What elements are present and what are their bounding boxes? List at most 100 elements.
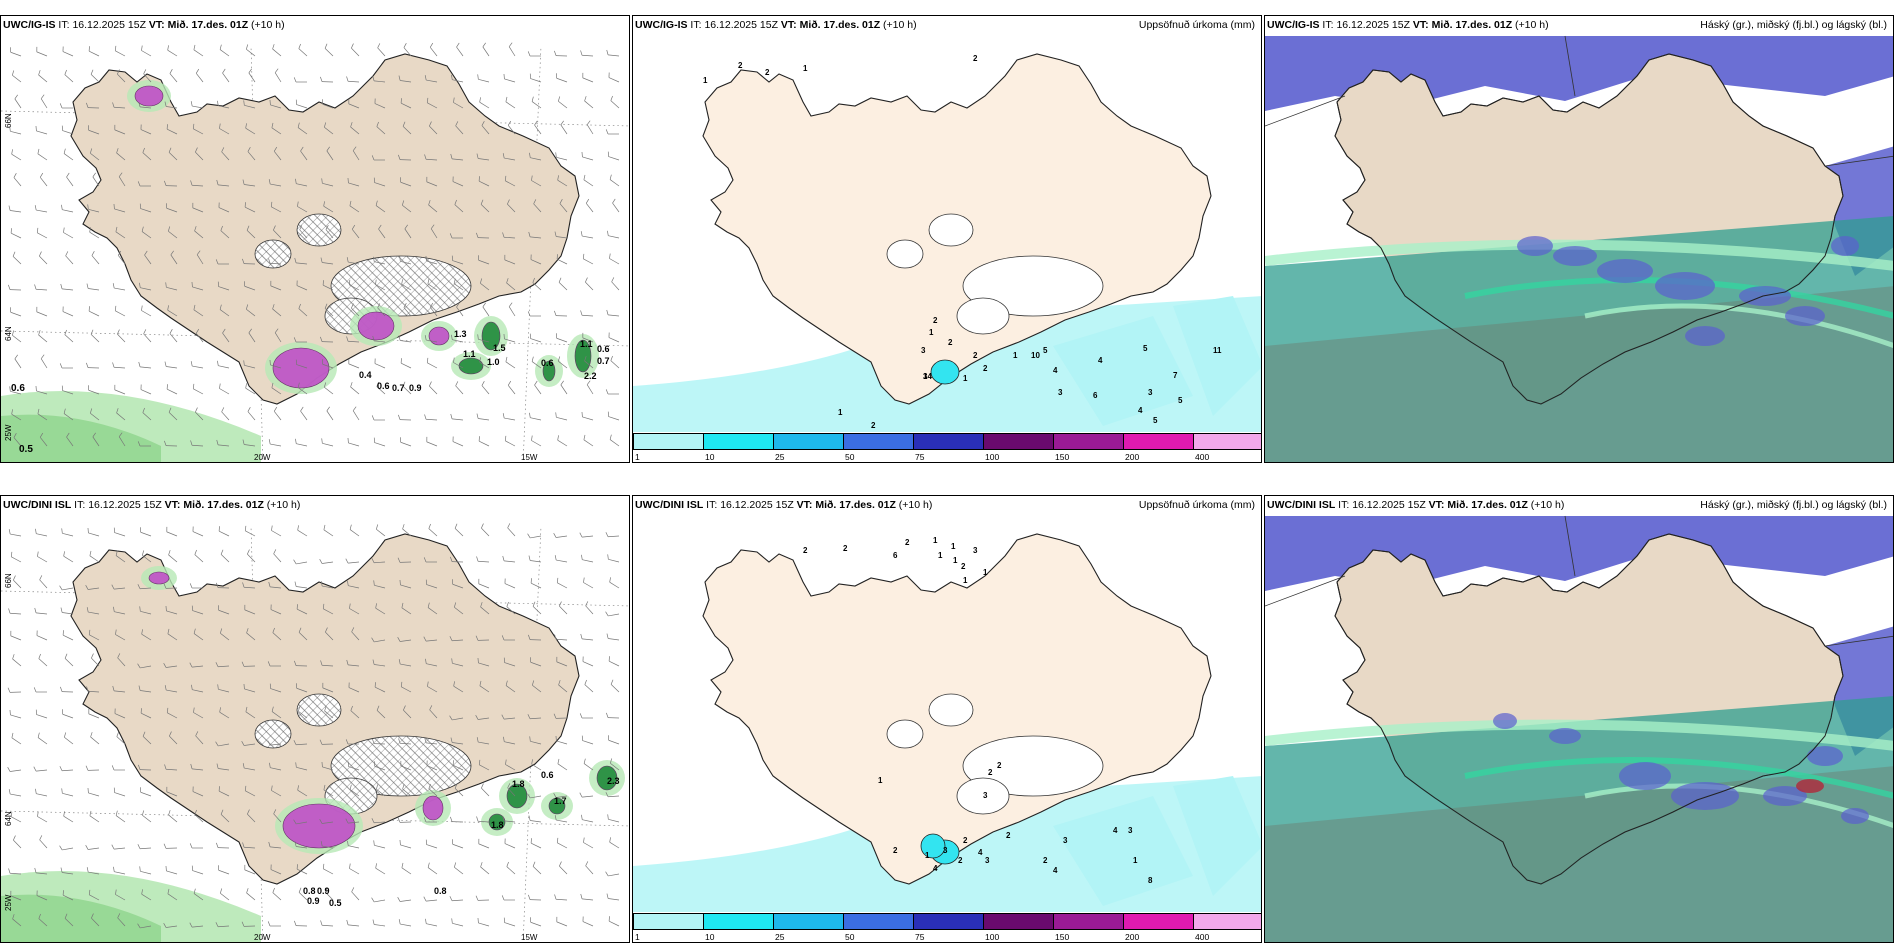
wind-barb-flag — [143, 69, 147, 74]
wind-barb-flag — [190, 361, 193, 367]
wind-barb — [374, 261, 386, 265]
wind-barb-flag — [246, 225, 250, 231]
wind-barb — [478, 259, 490, 265]
wind-barb — [610, 762, 620, 771]
wind-barb-flag — [352, 406, 357, 411]
lon-label: 20W — [254, 453, 271, 462]
wind-barb-flag — [169, 329, 173, 334]
wind-barb-flag — [7, 687, 11, 693]
wind-barb-flag — [605, 792, 609, 797]
wind-barb-flag — [372, 659, 375, 665]
wind-barb-flag — [40, 354, 45, 359]
wind-barb — [166, 106, 178, 109]
wind-barb-flag — [580, 310, 583, 316]
wind-barb — [273, 813, 282, 823]
wind-barb-flag — [11, 149, 13, 155]
wind-barb — [62, 769, 74, 772]
wind-barb-flag — [450, 737, 453, 743]
accum-value-label: 2 — [871, 421, 876, 430]
legend-tick-label: 200 — [1125, 452, 1140, 462]
wind-barb — [558, 360, 568, 369]
wind-barb — [39, 255, 48, 265]
wind-barb — [300, 410, 308, 421]
wind-barb — [426, 441, 438, 447]
wind-barb — [64, 736, 74, 745]
wind-barb-flag — [137, 663, 141, 669]
wind-barb-flag — [579, 713, 583, 719]
wind-barb-flag — [501, 635, 505, 641]
wind-barb — [62, 894, 74, 901]
wind-barb — [297, 789, 308, 797]
precip-cell — [357, 311, 395, 341]
precip-cell — [506, 783, 528, 809]
wind-barb — [13, 437, 22, 447]
wind-barb-flag — [164, 180, 167, 186]
wind-barb-flag — [86, 867, 89, 873]
wind-barb-flag — [11, 70, 15, 76]
wind-barb — [582, 638, 594, 641]
wind-barb-flag — [580, 893, 583, 899]
wind-barb-flag — [449, 896, 453, 901]
wind-barb-flag — [245, 123, 247, 129]
wind-barb-flag — [397, 896, 401, 902]
wind-barb-flag — [403, 43, 407, 48]
wind-barb-flag — [554, 310, 557, 316]
wind-barb — [403, 709, 412, 719]
wind-barb — [557, 179, 568, 187]
wind-barb — [426, 639, 438, 642]
wind-barb — [88, 208, 100, 213]
wind-barb-flag — [611, 277, 615, 282]
wind-barb-flag — [242, 582, 245, 588]
wind-barb-flag — [504, 175, 507, 181]
legend-swatch — [843, 433, 914, 450]
wind-barb-flag — [194, 809, 197, 815]
legend-tick-label: 100 — [985, 452, 1000, 462]
wind-barb — [220, 892, 230, 901]
wind-barb-flag — [64, 653, 68, 659]
wind-barb — [583, 763, 594, 771]
wind-barb — [322, 363, 334, 369]
wind-barb-flag — [8, 789, 11, 795]
wind-barb — [247, 151, 256, 161]
wind-barb-flag — [13, 575, 16, 581]
wind-barb-flag — [164, 361, 167, 367]
wind-barb — [609, 439, 620, 447]
wind-barb-flag — [326, 406, 330, 412]
wind-barb-flag — [243, 360, 245, 366]
wind-barb — [427, 686, 438, 693]
wind-barb — [272, 308, 282, 317]
wind-barb — [167, 309, 178, 317]
wind-barb — [114, 792, 126, 797]
wind-barb — [351, 229, 360, 239]
wind-barb — [348, 664, 360, 667]
wind-barb — [270, 285, 282, 291]
wind-barb-flag — [427, 681, 429, 687]
wind-barb — [219, 711, 230, 719]
wind-barb-flag — [242, 842, 245, 848]
high-cloud-band — [1265, 696, 1893, 942]
wind-barb — [142, 412, 152, 421]
wind-barb — [426, 584, 438, 589]
wind-barb — [218, 743, 230, 747]
wind-barb — [400, 102, 412, 109]
wind-barb-flag — [39, 251, 42, 257]
wind-barb — [140, 870, 152, 875]
wind-barb — [478, 717, 490, 720]
legend-swatch — [703, 433, 774, 450]
wind-barb-flag — [373, 256, 375, 262]
wind-barb — [374, 765, 386, 771]
wind-barb-flag — [404, 224, 408, 230]
wind-barb — [323, 789, 334, 797]
wind-barb-flag — [245, 44, 249, 50]
wind-barb — [400, 844, 412, 849]
wind-barb — [62, 587, 74, 591]
wind-barb-flag — [245, 706, 248, 712]
precip-cell — [481, 321, 501, 351]
wind-barb — [36, 311, 48, 317]
wind-barb — [62, 130, 74, 135]
wind-barb-flag — [397, 636, 401, 642]
wind-barb-flag — [605, 871, 609, 877]
cloud-panel-bottom: UWC/DINI ISL IT: 16.12.2025 15Z VT: Mið.… — [1264, 495, 1894, 943]
wind-barb-flag — [346, 659, 349, 665]
wind-barb — [36, 895, 48, 901]
